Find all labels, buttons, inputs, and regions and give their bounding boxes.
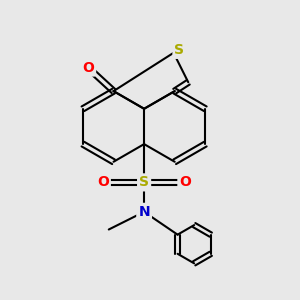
Text: O: O bbox=[82, 61, 94, 75]
Text: S: S bbox=[139, 176, 149, 189]
Text: O: O bbox=[97, 176, 109, 189]
Text: O: O bbox=[179, 176, 191, 189]
Text: S: S bbox=[174, 43, 184, 57]
Text: N: N bbox=[138, 205, 150, 219]
